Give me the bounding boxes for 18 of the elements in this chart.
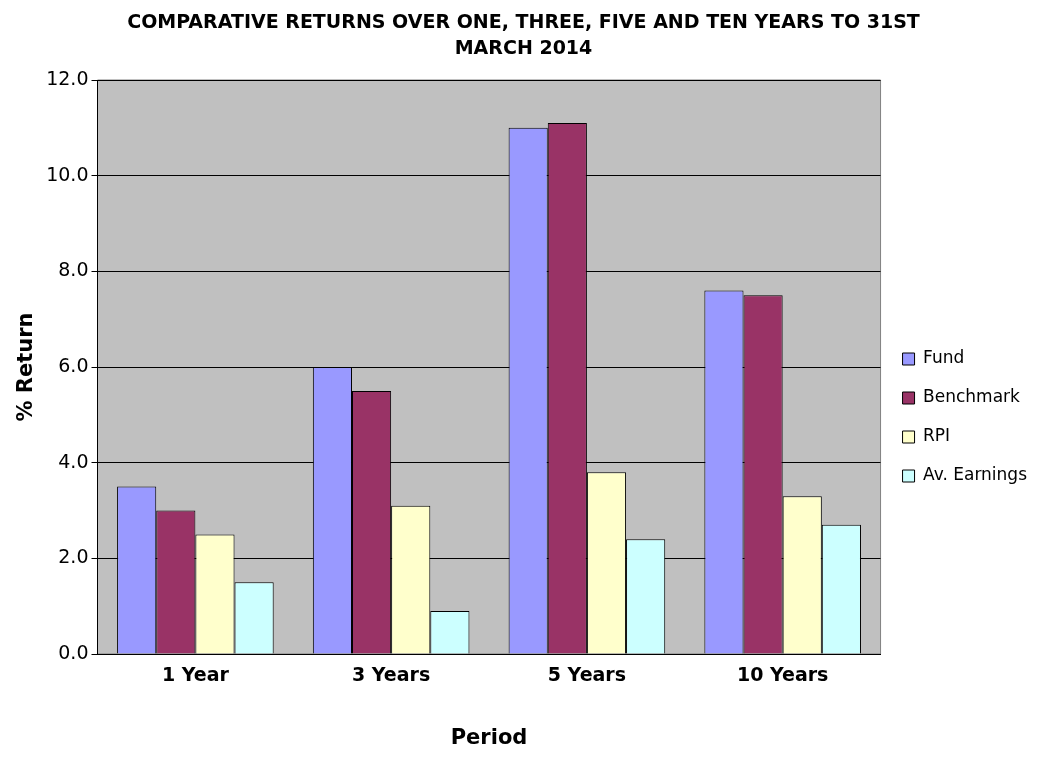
x-tick-label: 10 Years — [736, 663, 829, 686]
y-tick-label: 10.0 — [46, 162, 89, 185]
legend-label: Fund — [923, 347, 965, 368]
y-tick-label: 8.0 — [58, 258, 89, 281]
y-tick-label: 4.0 — [58, 449, 89, 472]
x-tick-label: 1 Year — [161, 663, 230, 686]
x-axis-title: Period — [450, 724, 528, 749]
y-axis-title: % Return — [13, 312, 38, 422]
y-tick-label: 6.0 — [58, 353, 89, 376]
y-tick-label: 0.0 — [58, 640, 89, 663]
legend-label: Av. Earnings — [923, 464, 1028, 485]
x-tick-label: 3 Years — [352, 663, 431, 686]
y-tick-label: 2.0 — [58, 545, 89, 568]
y-tick-label: 12.0 — [46, 66, 89, 89]
chart-title: COMPARATIVE RETURNS OVER ONE, THREE, FIVE AND TEN YEARS TO 31ST MARCH 2014 — [126, 9, 921, 60]
legend-label: Benchmark — [923, 386, 1021, 407]
legend-label: RPI — [923, 425, 951, 446]
x-tick-label: 5 Years — [547, 663, 627, 686]
